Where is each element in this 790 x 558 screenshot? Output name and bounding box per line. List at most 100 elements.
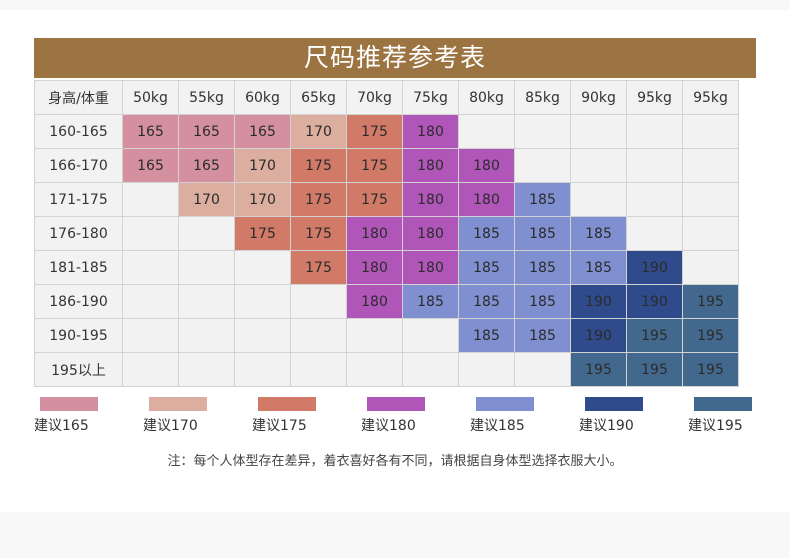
legend-item: 建议175 — [252, 397, 352, 437]
size-cell-195: 195 — [682, 284, 739, 319]
empty-cell — [122, 216, 179, 251]
height-range-label: 190-195 — [34, 318, 123, 353]
size-cell-180: 180 — [346, 284, 403, 319]
size-cell-185: 185 — [402, 284, 459, 319]
empty-cell — [626, 148, 683, 183]
size-cell-195: 195 — [570, 352, 627, 387]
empty-cell — [122, 250, 179, 285]
weight-header: 60kg — [234, 80, 291, 115]
legend-label: 建议190 — [579, 418, 634, 434]
size-cell-165: 165 — [178, 148, 235, 183]
empty-cell — [458, 352, 515, 387]
empty-cell — [514, 352, 571, 387]
legend-swatch — [476, 397, 534, 411]
legend-item: 建议185 — [470, 397, 570, 437]
size-cell-180: 180 — [402, 216, 459, 251]
legend-swatch — [40, 397, 98, 411]
size-cell-180: 180 — [402, 148, 459, 183]
empty-cell — [178, 216, 235, 251]
size-cell-165: 165 — [178, 114, 235, 149]
legend-item: 建议195 — [688, 397, 788, 437]
legend-item: 建议180 — [361, 397, 461, 437]
size-cell-175: 175 — [290, 250, 347, 285]
size-cell-170: 170 — [234, 148, 291, 183]
empty-cell — [234, 284, 291, 319]
empty-cell — [514, 114, 571, 149]
legend-label: 建议195 — [688, 418, 743, 434]
empty-cell — [178, 318, 235, 353]
footnote: 注：每个人体型存在差异，着衣喜好各有不同，请根据自身体型选择衣服大小。 — [167, 454, 623, 469]
size-cell-180: 180 — [458, 182, 515, 217]
size-cell-185: 185 — [514, 216, 571, 251]
legend-label: 建议180 — [361, 418, 416, 434]
table-body: 身高/体重 50kg 55kg 60kg 65kg 70kg 75kg 80kg… — [34, 80, 739, 387]
table-row: 176-180 175 175 180 180 185 185 185 — [34, 216, 739, 251]
empty-cell — [122, 284, 179, 319]
legend-item: 建议165 — [34, 397, 134, 437]
empty-cell — [682, 148, 739, 183]
empty-cell — [402, 318, 459, 353]
size-cell-190: 190 — [570, 284, 627, 319]
size-cell-190: 190 — [626, 250, 683, 285]
legend-swatch — [585, 397, 643, 411]
weight-header: 95kg — [626, 80, 683, 115]
legend-swatch — [694, 397, 752, 411]
legend-swatch — [258, 397, 316, 411]
size-cell-175: 175 — [234, 216, 291, 251]
size-chart-panel: 尺码推荐参考表 身高/体重 50kg 55kg 60kg 65kg 70kg 7… — [0, 10, 790, 512]
empty-cell — [626, 216, 683, 251]
empty-cell — [290, 318, 347, 353]
legend-label: 建议165 — [34, 418, 89, 434]
size-cell-195: 195 — [682, 352, 739, 387]
size-cell-185: 185 — [514, 318, 571, 353]
size-cell-170: 170 — [290, 114, 347, 149]
weight-header: 65kg — [290, 80, 347, 115]
empty-cell — [290, 352, 347, 387]
empty-cell — [234, 318, 291, 353]
height-range-label: 195以上 — [34, 352, 123, 387]
size-cell-195: 195 — [626, 318, 683, 353]
empty-cell — [122, 182, 179, 217]
size-cell-190: 190 — [570, 318, 627, 353]
size-cell-185: 185 — [514, 284, 571, 319]
empty-cell — [570, 114, 627, 149]
table-row: 190-195 185 185 190 195 195 — [34, 318, 739, 353]
page-title: 尺码推荐参考表 — [34, 38, 756, 78]
legend-label: 建议185 — [470, 418, 525, 434]
size-cell-165: 165 — [122, 148, 179, 183]
empty-cell — [402, 352, 459, 387]
table-row: 195以上 195 195 195 — [34, 352, 739, 387]
size-cell-185: 185 — [458, 250, 515, 285]
size-cell-175: 175 — [290, 182, 347, 217]
size-cell-180: 180 — [458, 148, 515, 183]
empty-cell — [178, 250, 235, 285]
empty-cell — [346, 352, 403, 387]
size-cell-185: 185 — [514, 250, 571, 285]
empty-cell — [178, 352, 235, 387]
size-cell-190: 190 — [626, 284, 683, 319]
table-row: 186-190 180 185 185 185 190 190 195 — [34, 284, 739, 319]
legend-item: 建议190 — [579, 397, 679, 437]
height-range-label: 186-190 — [34, 284, 123, 319]
size-cell-185: 185 — [458, 284, 515, 319]
empty-cell — [234, 352, 291, 387]
weight-header: 55kg — [178, 80, 235, 115]
size-cell-170: 170 — [178, 182, 235, 217]
empty-cell — [122, 352, 179, 387]
size-cell-175: 175 — [346, 148, 403, 183]
weight-header: 50kg — [122, 80, 179, 115]
size-cell-170: 170 — [234, 182, 291, 217]
weight-header: 75kg — [402, 80, 459, 115]
table-row: 166-170 165 165 170 175 175 180 180 — [34, 148, 739, 183]
weight-header: 70kg — [346, 80, 403, 115]
legend-swatch — [149, 397, 207, 411]
size-cell-195: 195 — [626, 352, 683, 387]
header-row: 身高/体重 50kg 55kg 60kg 65kg 70kg 75kg 80kg… — [34, 80, 739, 115]
size-cell-175: 175 — [346, 182, 403, 217]
empty-cell — [514, 148, 571, 183]
empty-cell — [346, 318, 403, 353]
size-cell-195: 195 — [682, 318, 739, 353]
table-row: 160-165 165 165 165 170 175 180 — [34, 114, 739, 149]
size-cell-180: 180 — [346, 216, 403, 251]
weight-header: 85kg — [514, 80, 571, 115]
